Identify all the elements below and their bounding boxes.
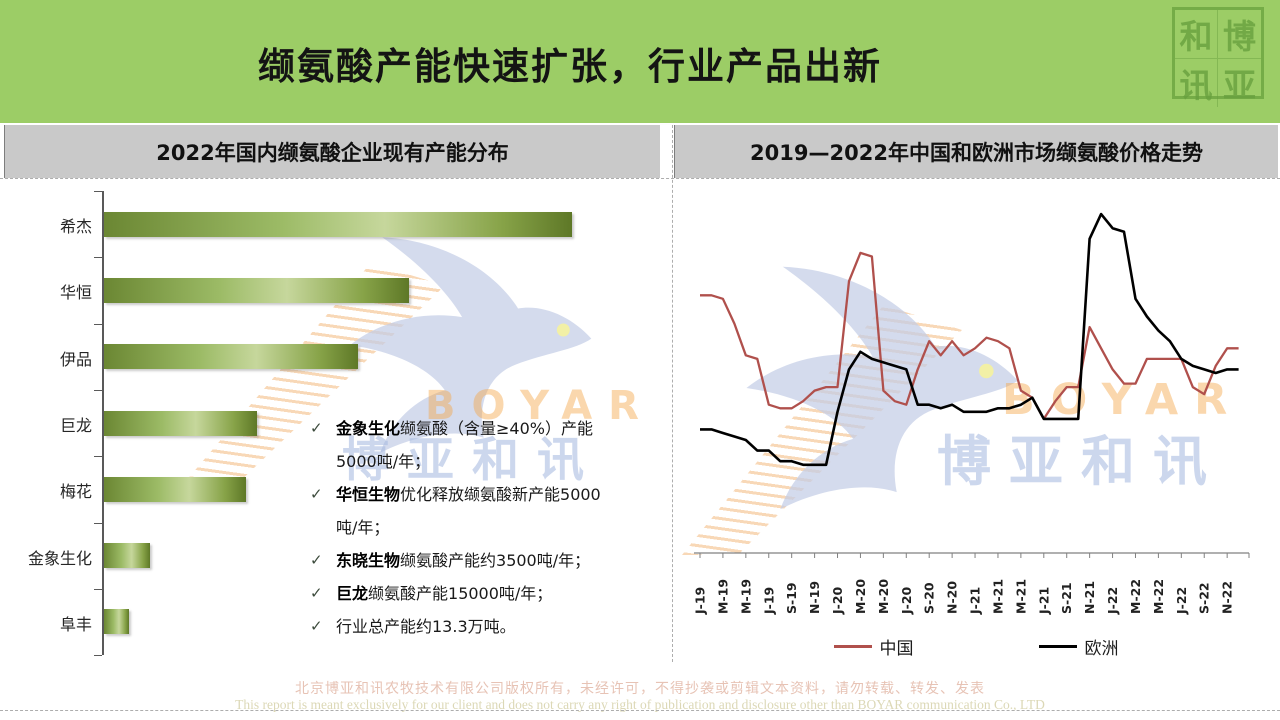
bar-category-label: 伊品 [59,349,92,369]
seal-char: 亚 [1223,66,1256,105]
list-item-text: 巨龙缬氨酸产能15000吨/年； [336,584,553,603]
legend-label: 欧洲 [1084,639,1119,659]
x-tick-label: J-21 [1036,587,1051,615]
copyright-line-en: This report is meant exclusively for our… [235,697,1045,712]
capacity-bar-金象生化 [104,543,150,569]
check-icon: ✓ [310,419,323,437]
x-tick-label: J-20 [830,586,845,615]
header-divider-line [0,178,1280,179]
bar-category-label: 梅花 [59,482,92,502]
list-item-text: 华恒生物优化释放缬氨酸新产能5000吨/年； [336,485,601,537]
bar-chart-axis [102,191,104,655]
bar-category-label: 希杰 [59,217,92,237]
right-panel-title: 2019—2022年中国和欧洲市场缬氨酸价格走势 [674,125,1278,178]
bar-category-label: 金象生化 [27,548,92,568]
x-tick-label: N-22 [1220,581,1235,614]
axis-tick [94,456,102,458]
capacity-bar-巨龙 [104,410,257,436]
seal-char: 讯 [1175,59,1218,107]
x-tick-label: M-21 [1013,579,1028,614]
capacity-bar-华恒 [104,277,410,303]
x-tick-label: M-21 [990,579,1005,614]
bar-category-label: 阜丰 [59,614,92,634]
check-icon: ✓ [310,485,323,503]
bar-category-label: 巨龙 [59,416,92,436]
check-icon: ✓ [310,584,323,602]
x-tick-label: J-22 [1174,587,1189,615]
x-tick-label: J-19 [761,587,776,615]
legend-item-china: 中国 [833,634,914,659]
legend-item-europe: 欧洲 [1038,634,1119,659]
axis-tick [94,323,102,325]
list-item: ✓ 金象生化缬氨酸（含量≥40%）产能5000吨/年； [310,412,610,478]
x-tick-label: M-19 [715,579,730,614]
x-tick-label: N-21 [1082,581,1097,614]
x-tick-label: J-20 [899,586,914,615]
axis-tick [94,588,102,590]
series-line-中国 [700,251,1239,421]
bottom-divider-line [0,710,1280,711]
capacity-bar-希杰 [104,211,572,237]
x-tick-label: N-19 [807,581,822,614]
chart-legend: 中国 欧洲 [674,634,1278,659]
axis-tick [94,655,102,657]
legend-label: 中国 [879,639,914,659]
x-tick-label: M-22 [1128,579,1143,614]
x-tick-label: S-20 [922,582,937,614]
x-tick-label: M-20 [853,579,868,614]
x-tick-label: J-19 [693,587,708,615]
left-panel-title: 2022年国内缬氨酸企业现有产能分布 [4,125,660,178]
axis-tick [94,191,102,192]
list-item: ✓ 巨龙缬氨酸产能15000吨/年； [310,577,610,610]
list-item-text: 东晓生物缬氨酸产能约3500吨/年； [336,551,591,570]
axis-tick [94,522,102,524]
x-tick-label: N-20 [945,581,960,614]
x-tick-label: S-22 [1197,582,1212,614]
x-tick-label: M-22 [1151,579,1166,614]
x-tick-label: M-20 [876,579,891,614]
check-icon: ✓ [310,551,323,569]
axis-tick [94,389,102,391]
china-line-swatch [833,645,872,648]
copyright-line-cn: 北京博亚和讯农牧技术有限公司版权所有，未经许可，不得抄袭或剪辑文本资料，请勿转载… [295,681,985,697]
x-tick-label: J-22 [1105,587,1120,615]
x-tick-label: M-19 [738,579,753,614]
list-item-text: 行业总产能约13.3万吨。 [336,617,516,636]
capacity-bar-伊品 [104,344,359,370]
panel-divider-line [672,125,673,662]
price-line-chart: J-19 M-19 M-19 J-19 S-19 N-19 J-20 M-20 M-20 J-20… [693,212,1250,615]
europe-line-swatch [1038,645,1077,648]
capacity-bar-阜丰 [104,609,130,635]
boyar-seal-logo: 和 博 讯 亚 [1172,7,1264,107]
x-tick-label: J-21 [968,587,983,615]
capacity-bar-梅花 [104,476,247,502]
bar-category-label: 华恒 [59,283,92,303]
list-item-text: 金象生化缬氨酸（含量≥40%）产能5000吨/年； [336,419,593,471]
x-tick-label: S-21 [1059,582,1074,614]
x-tick-label: S-19 [784,582,799,614]
list-item: ✓ 华恒生物优化释放缬氨酸新产能5000吨/年； [310,478,610,544]
series-line-欧洲 [700,212,1239,467]
list-item: ✓ 东晓生物缬氨酸产能约3500吨/年； [310,544,610,577]
notes-list: ✓ 金象生化缬氨酸（含量≥40%）产能5000吨/年； ✓ 华恒生物优化释放缬氨酸新… [310,412,610,643]
check-icon: ✓ [310,617,323,635]
list-item: ✓ 行业总产能约13.3万吨。 [310,610,610,643]
page-title: 缬氨酸产能快速扩张，行业产品出新 [258,45,882,88]
header-banner [0,0,1280,123]
seal-char: 博 [1218,10,1261,59]
seal-char: 和 [1175,10,1218,59]
axis-tick [94,257,102,259]
